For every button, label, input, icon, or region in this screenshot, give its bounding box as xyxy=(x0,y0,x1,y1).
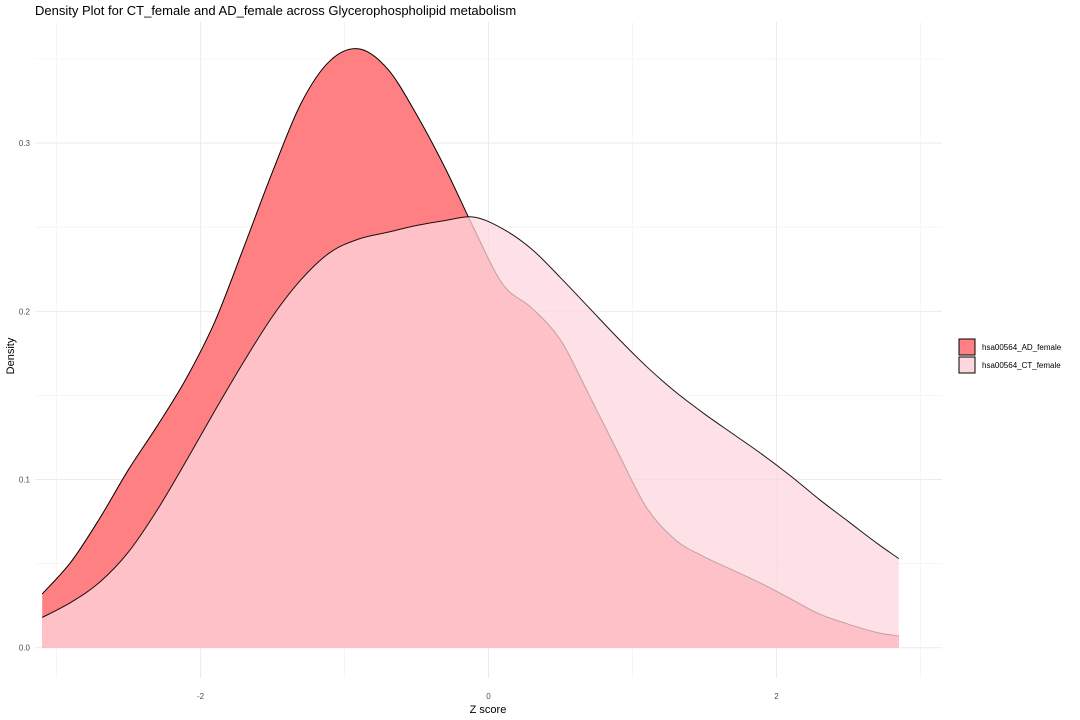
legend-key xyxy=(958,338,976,356)
legend-label: hsa00564_AD_female xyxy=(982,343,1062,352)
legend-key xyxy=(958,356,976,374)
density-area-hsa00564-ct-female xyxy=(42,216,899,648)
legend: hsa00564_AD_female hsa00564_CT_female xyxy=(958,338,1062,374)
y-tick-label: 0.1 xyxy=(19,476,31,485)
x-tick-label: 2 xyxy=(774,692,779,701)
y-tick-label: 0.0 xyxy=(19,644,31,653)
x-tick-label: 0 xyxy=(486,692,491,701)
density-line-hsa00564-ct-female xyxy=(41,216,900,618)
chart-title: Density Plot for CT_female and AD_female… xyxy=(35,3,516,18)
density-areas xyxy=(41,48,900,648)
y-axis-label: Density xyxy=(5,337,17,374)
y-tick-label: 0.2 xyxy=(19,307,31,316)
legend-label: hsa00564_CT_female xyxy=(982,361,1061,370)
x-axis-label: Z score xyxy=(470,704,507,716)
x-tick-label: -2 xyxy=(197,692,205,701)
y-tick-label: 0.3 xyxy=(19,139,31,148)
axis-ticks: -2 0 2 0.0 0.1 0.2 0.3 xyxy=(19,139,779,701)
